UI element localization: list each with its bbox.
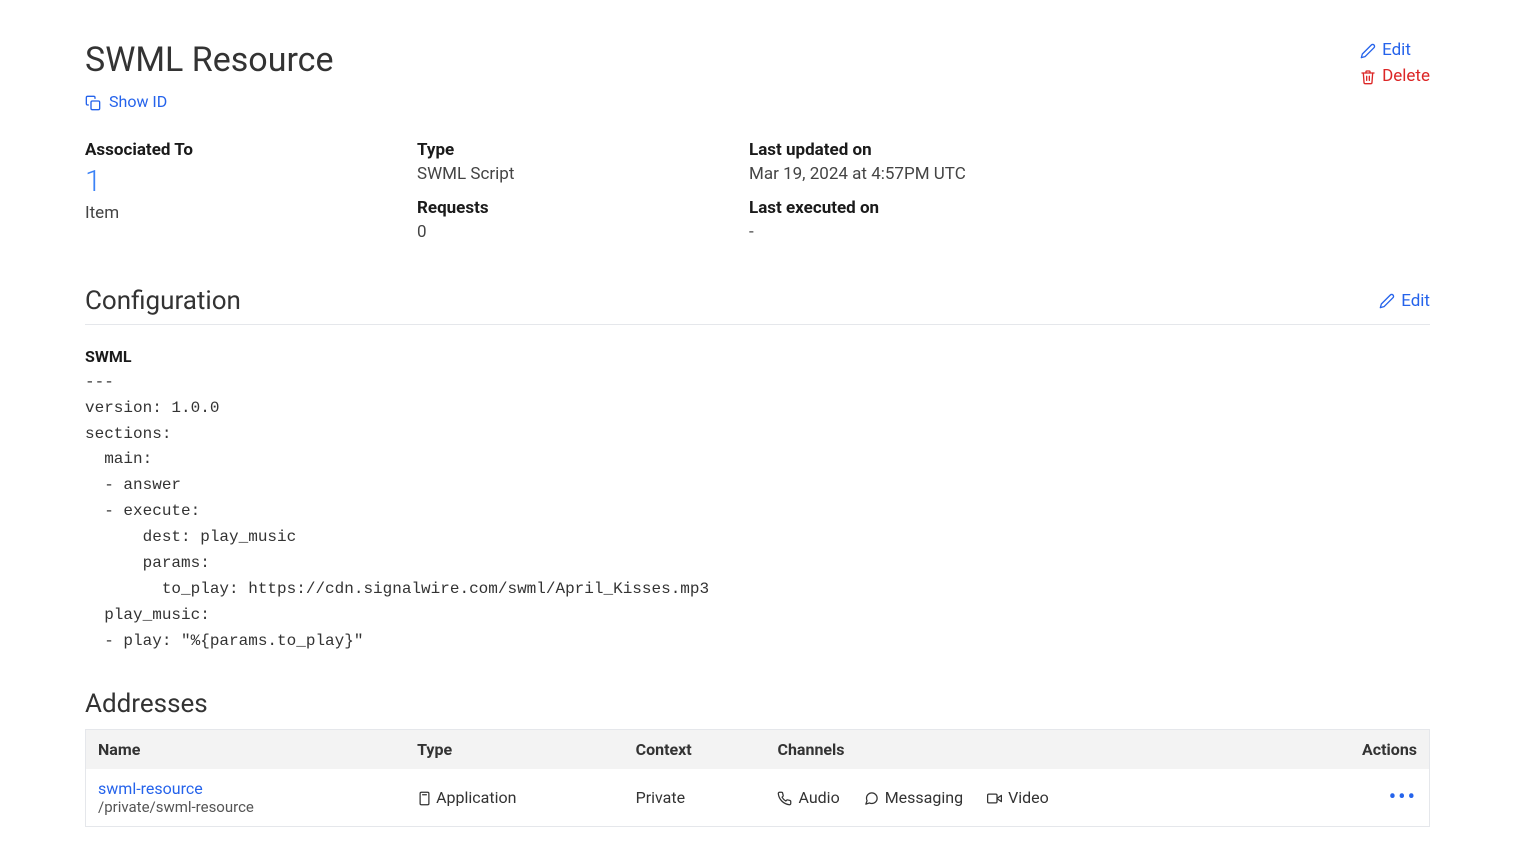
video-icon [987,788,1002,807]
pencil-icon [1360,40,1376,60]
cell-actions: ••• [1289,769,1430,827]
channel-video-label: Video [1008,788,1049,807]
edit-button[interactable]: Edit [1360,40,1411,60]
application-icon [417,788,436,807]
title-block: SWML Resource Show ID [85,40,333,112]
requests-value: 0 [417,222,749,242]
addresses-header-row: Name Type Context Channels Actions [86,729,1430,769]
cell-context: Private [624,769,766,827]
channel-messaging-label: Messaging [885,788,963,807]
show-id-label: Show ID [109,92,167,111]
phone-icon [777,788,792,807]
configuration-title: Configuration [85,286,241,316]
show-id-button[interactable]: Show ID [85,92,167,112]
col-name: Name [86,729,406,769]
meta-grid: Associated To 1 Item Type SWML Script Re… [85,140,1430,256]
page-header: SWML Resource Show ID Edit Delete [85,40,1430,112]
channel-audio-label: Audio [798,788,839,807]
configuration-edit-label: Edit [1401,291,1430,311]
pencil-icon [1379,291,1395,311]
configuration-header: Configuration Edit [85,286,1430,325]
col-context: Context [624,729,766,769]
meta-type-requests: Type SWML Script Requests 0 [417,140,749,256]
copy-icon [85,92,101,112]
channel-messaging: Messaging [864,788,963,807]
last-updated-label: Last updated on [749,140,1081,160]
meta-dates: Last updated on Mar 19, 2024 at 4:57PM U… [749,140,1081,256]
configuration-edit-button[interactable]: Edit [1379,291,1430,311]
delete-label: Delete [1382,66,1430,86]
associated-to-label: Associated To [85,140,417,160]
cell-channels: Audio Messaging Video [765,769,1288,827]
type-value: SWML Script [417,164,749,184]
channel-video: Video [987,788,1049,807]
associated-to-unit: Item [85,203,417,223]
table-row: swml-resource /private/swml-resource App… [86,769,1430,827]
address-name-link[interactable]: swml-resource [98,779,393,798]
row-actions-menu[interactable]: ••• [1389,785,1417,810]
associated-to-value: 1 [85,164,417,199]
trash-icon [1360,66,1376,86]
delete-button[interactable]: Delete [1360,66,1430,86]
addresses-title: Addresses [85,689,1430,719]
type-value: Application [436,788,516,807]
addresses-table: Name Type Context Channels Actions swml-… [85,729,1430,827]
cell-type: Application [405,769,624,827]
col-actions: Actions [1289,729,1430,769]
last-updated-value: Mar 19, 2024 at 4:57PM UTC [749,164,1081,184]
message-icon [864,788,879,807]
edit-label: Edit [1382,40,1411,60]
requests-label: Requests [417,198,749,218]
swml-code: --- version: 1.0.0 sections: main: - ans… [85,370,1430,655]
type-label: Type [417,140,749,160]
col-channels: Channels [765,729,1288,769]
page-title: SWML Resource [85,40,333,80]
cell-name: swml-resource /private/swml-resource [86,769,406,827]
swml-heading: SWML [85,347,1430,366]
channel-audio: Audio [777,788,839,807]
last-executed-value: - [749,222,1081,242]
address-path: /private/swml-resource [98,798,393,816]
meta-associated-to: Associated To 1 Item [85,140,417,256]
last-executed-label: Last executed on [749,198,1081,218]
col-type: Type [405,729,624,769]
header-actions: Edit Delete [1360,40,1430,86]
